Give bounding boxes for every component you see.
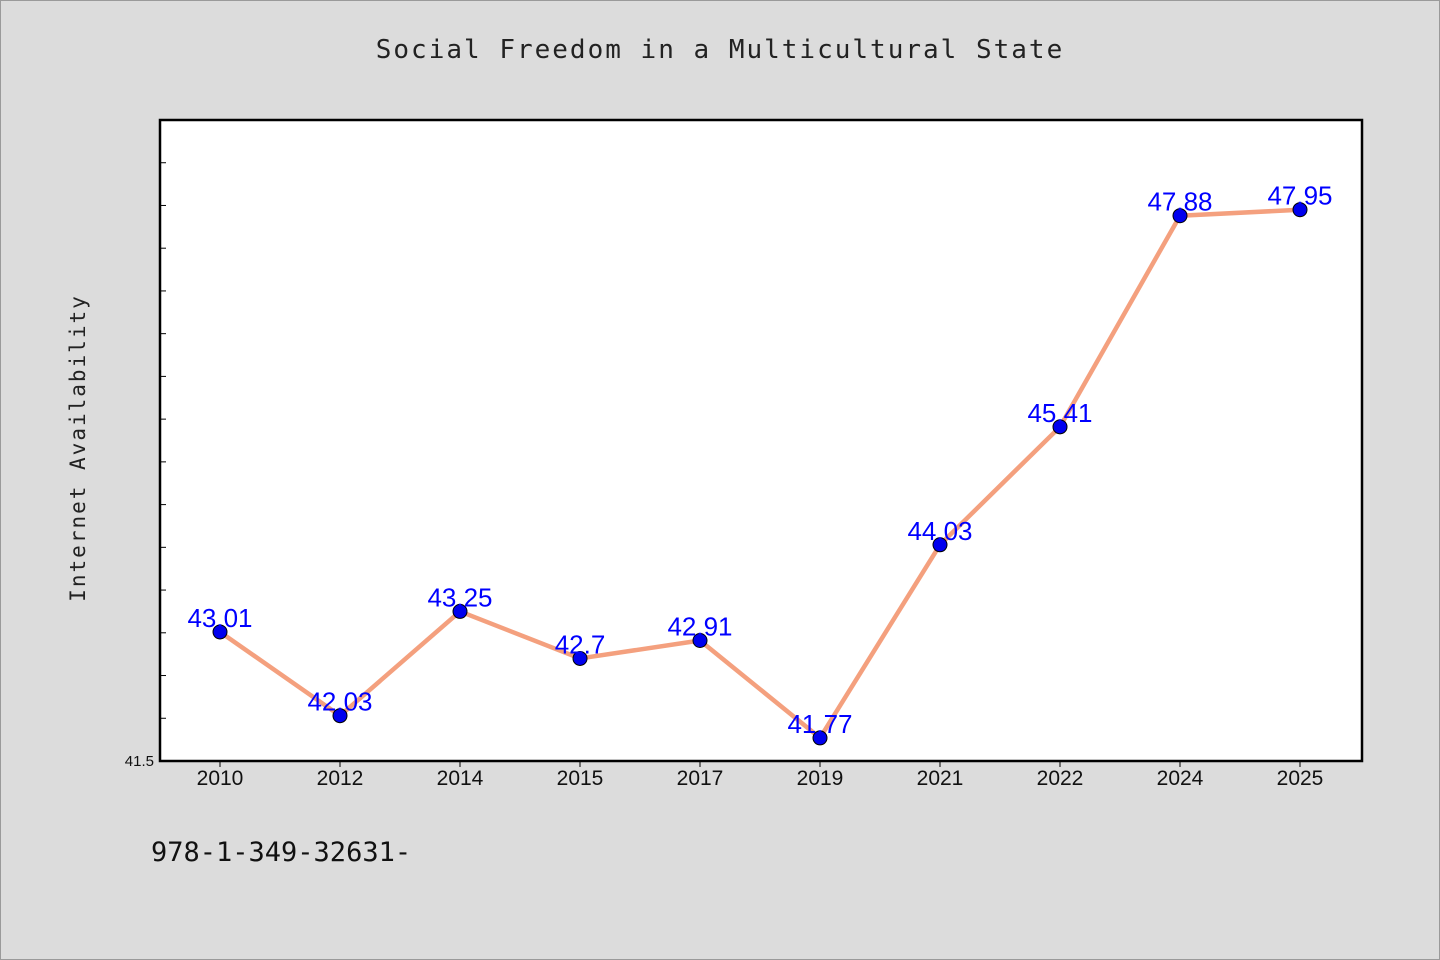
footer-code: 978-1-349-32631- [151, 837, 412, 868]
data-point [332, 708, 348, 724]
data-label: 44.03 [907, 516, 972, 546]
data-point [932, 537, 948, 553]
data-label: 42.03 [307, 687, 372, 717]
data-label: 42.7 [555, 629, 606, 659]
x-tick-label: 2017 [677, 767, 724, 790]
data-label: 47.88 [1147, 187, 1212, 217]
x-tick-label: 2025 [1277, 767, 1324, 790]
data-point [572, 650, 588, 666]
x-tick-label: 2015 [557, 767, 604, 790]
data-point [812, 730, 828, 746]
x-tick-label: 2021 [917, 767, 964, 790]
data-label: 47.95 [1267, 181, 1332, 211]
data-label: 43.01 [187, 603, 252, 633]
data-point [1292, 202, 1308, 218]
data-label: 41.77 [787, 709, 852, 739]
data-label: 42.91 [667, 611, 732, 641]
x-tick-label: 2014 [437, 767, 484, 790]
data-label: 43.25 [427, 582, 492, 612]
x-tick-label: 2012 [317, 767, 364, 790]
data-point [212, 624, 228, 640]
x-tick-label: 2024 [1157, 767, 1204, 790]
data-point [1052, 419, 1068, 435]
data-point [452, 603, 468, 619]
x-tick-label: 2019 [797, 767, 844, 790]
data-point [692, 632, 708, 648]
y-tick-label: 41.5 [125, 753, 154, 770]
x-tick-label: 2010 [197, 767, 244, 790]
x-tick-label: 2022 [1037, 767, 1084, 790]
chart-title: Social Freedom in a Multicultural State [375, 35, 1065, 65]
plot-frame [158, 118, 1364, 763]
data-point [1172, 208, 1188, 224]
series-line [218, 207, 1301, 741]
data-label: 45.41 [1027, 398, 1092, 428]
